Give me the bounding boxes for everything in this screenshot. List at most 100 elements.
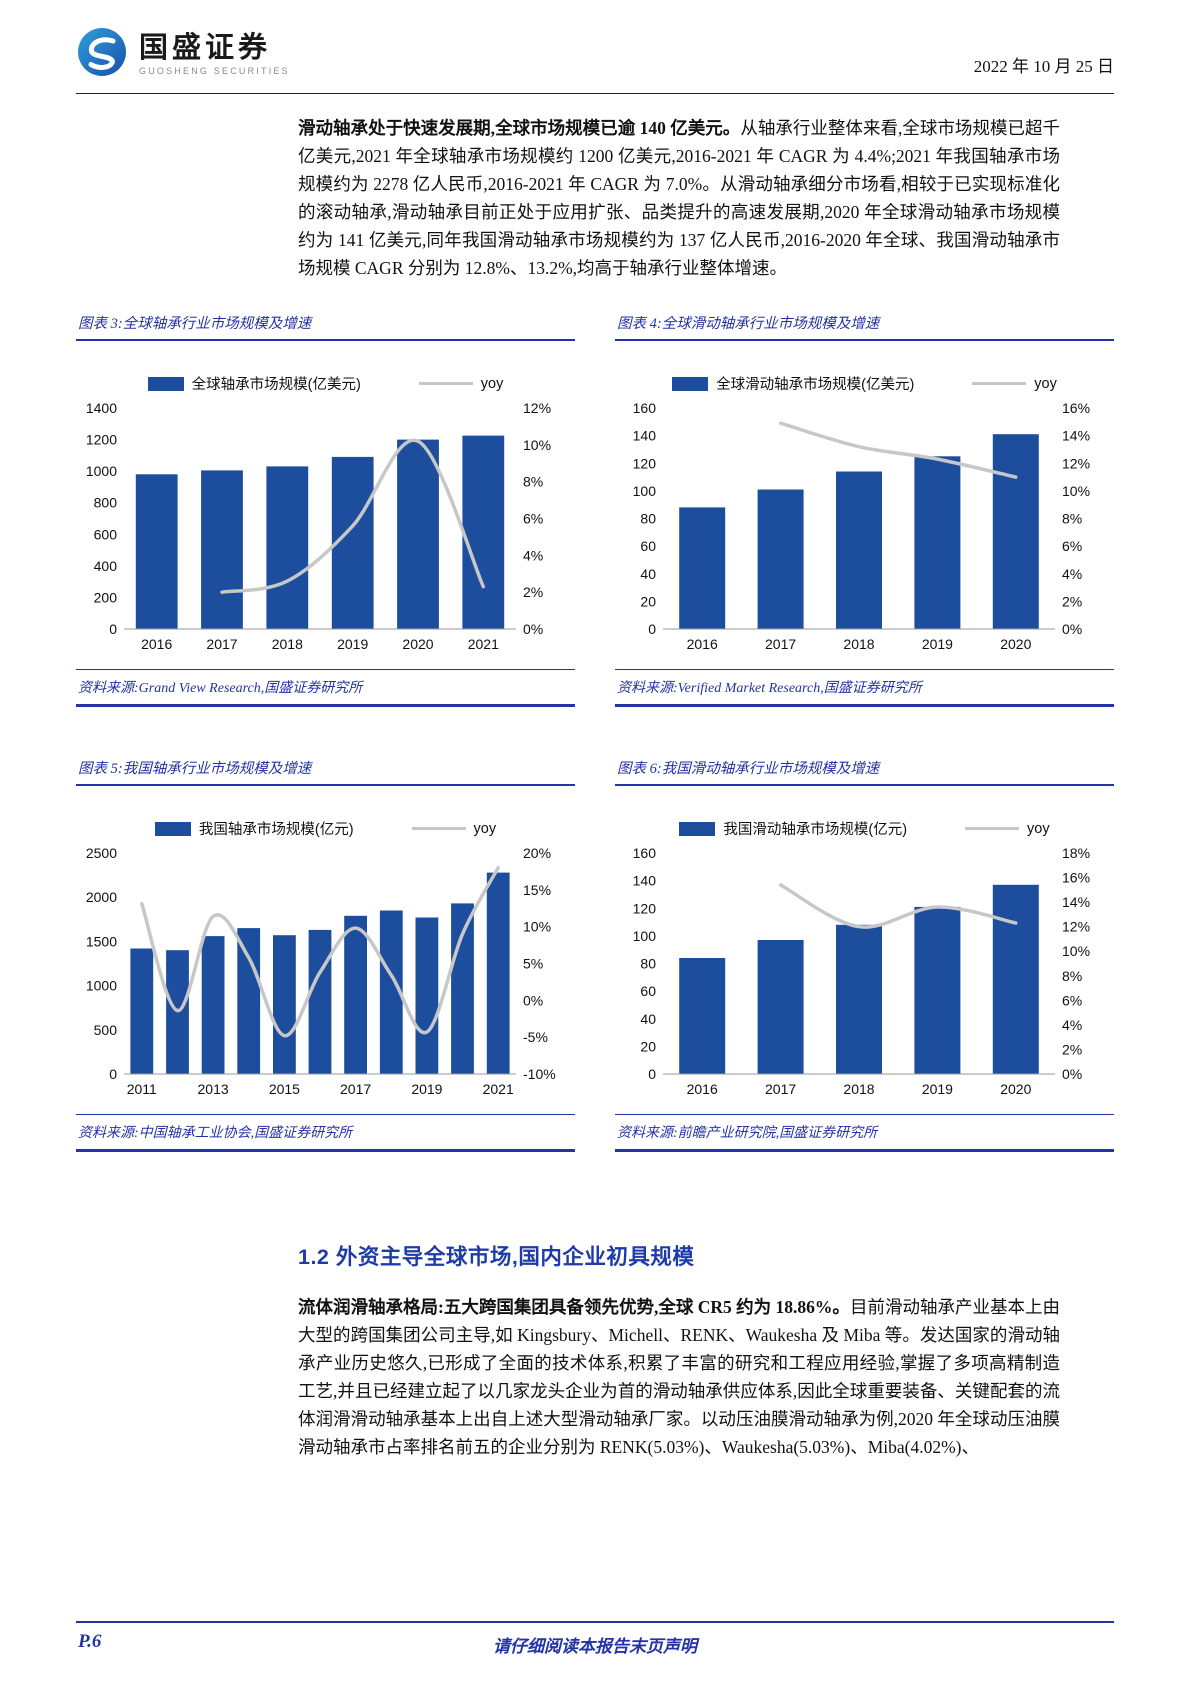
line-legend-label: yoy bbox=[1027, 820, 1050, 837]
right-axis-tick-label: 4% bbox=[523, 547, 543, 563]
figure-3-panel: 图表 3:全球轴承行业市场规模及增速 全球轴承市场规模(亿美元) yoy 0 20… bbox=[76, 312, 575, 707]
right-axis-tick-label: 4% bbox=[1062, 1017, 1082, 1033]
source-text: 资料来源:前瞻产业研究院,国盛证券研究所 bbox=[617, 1126, 878, 1141]
bar-line-chart-svg: 0 500 1000 1500 2000 2500 -10% -5% 0% 5% 10% 15% 20%… bbox=[86, 845, 556, 1097]
line-legend-swatch bbox=[418, 381, 473, 386]
figure-6-panel: 图表 6:我国滑动轴承行业市场规模及增速 我国滑动轴承市场规模(亿元) yoy … bbox=[615, 757, 1114, 1152]
right-axis-tick-label: 12% bbox=[1062, 919, 1090, 935]
bar bbox=[379, 910, 403, 1074]
right-axis-tick-label: -10% bbox=[523, 1066, 556, 1082]
figure-3-source: 资料来源:Grand View Research,国盛证券研究所 bbox=[76, 669, 575, 707]
left-axis-tick-label: 1200 bbox=[86, 432, 117, 448]
left-axis-tick-label: 2500 bbox=[86, 845, 117, 861]
x-axis-tick-label: 2019 bbox=[922, 1081, 953, 1097]
section-1-2-heading: 1.2 外资主导全球市场,国内企业初具规模 bbox=[298, 1245, 695, 1269]
left-axis-tick-label: 500 bbox=[94, 1022, 118, 1038]
left-axis-tick-label: 60 bbox=[640, 983, 656, 999]
figure-title-text: 图表 6:我国滑动轴承行业市场规模及增速 bbox=[617, 761, 880, 777]
legend-line-item: yoy bbox=[411, 821, 496, 837]
bar-legend-swatch bbox=[672, 376, 709, 391]
x-axis-tick-label: 2017 bbox=[765, 1081, 796, 1097]
right-axis-tick-label: 4% bbox=[1062, 566, 1082, 582]
left-axis-tick-label: 100 bbox=[633, 483, 657, 499]
bar-line-chart-svg: 0 200 400 600 800 1000 1200 1400 0% 2% 4% 6% 8% 10% 12… bbox=[86, 400, 551, 652]
figure-3-legend: 全球轴承市场规模(亿美元) yoy bbox=[76, 373, 575, 394]
right-axis-tick-label: 12% bbox=[523, 400, 551, 416]
bar bbox=[331, 456, 374, 629]
bar-legend-label: 全球轴承市场规模(亿美元) bbox=[191, 377, 361, 393]
right-axis-tick-label: 0% bbox=[523, 992, 543, 1008]
x-axis-tick-label: 2020 bbox=[1000, 636, 1031, 652]
intro-lead-bold: 滑动轴承处于快速发展期,全球市场规模已逾 140 亿美元。 bbox=[298, 118, 741, 138]
right-axis-tick-label: -5% bbox=[523, 1029, 548, 1045]
x-axis-tick-label: 2021 bbox=[483, 1081, 514, 1097]
figure-title-text: 图表 3:全球轴承行业市场规模及增速 bbox=[78, 316, 312, 332]
figure-4-chart: 0 20 40 60 80 100 120 140 160 0% 2% 4% 6% 8% 10% 12% 14%… bbox=[615, 398, 1114, 661]
section-1-2-paragraph: 流体润滑轴承格局:五大跨国集团具备领先优势,全球 CR5 约为 18.86%。目… bbox=[298, 1293, 1060, 1461]
left-axis-tick-label: 120 bbox=[633, 455, 657, 471]
x-axis-tick-label: 2020 bbox=[1000, 1081, 1031, 1097]
left-axis-tick-label: 120 bbox=[633, 900, 657, 916]
x-axis-tick-label: 2020 bbox=[402, 636, 433, 652]
right-axis-tick-label: 18% bbox=[1062, 845, 1090, 861]
left-axis-tick-label: 1400 bbox=[86, 400, 117, 416]
legend-bar-item: 全球滑动轴承市场规模(亿美元) bbox=[672, 373, 914, 394]
bar-legend-label: 我国滑动轴承市场规模(亿元) bbox=[723, 822, 908, 838]
figure-5-panel: 图表 5:我国轴承行业市场规模及增速 我国轴承市场规模(亿元) yoy 0 500… bbox=[76, 757, 575, 1152]
legend-bar-item: 我国轴承市场规模(亿元) bbox=[154, 818, 354, 839]
right-axis-tick-label: 8% bbox=[523, 474, 543, 490]
x-axis-tick-label: 2011 bbox=[127, 1081, 157, 1097]
right-axis-tick-label: 0% bbox=[1062, 1066, 1082, 1082]
bar bbox=[679, 507, 726, 629]
left-axis-tick-label: 20 bbox=[640, 1038, 656, 1054]
x-axis-tick-label: 2019 bbox=[922, 636, 953, 652]
right-axis-tick-label: 8% bbox=[1062, 511, 1082, 527]
footer-disclaimer: 请仔细阅读本报告末页声明 bbox=[493, 1637, 697, 1656]
legend-bar-item: 我国滑动轴承市场规模(亿元) bbox=[679, 818, 907, 839]
bar bbox=[679, 958, 726, 1074]
right-axis-tick-label: 2% bbox=[523, 584, 543, 600]
yoy-line bbox=[778, 421, 1018, 479]
left-axis-tick-label: 0 bbox=[109, 1066, 117, 1082]
x-axis-tick-label: 2017 bbox=[206, 636, 237, 652]
company-logo: 国盛证券 GUOSHENG SECURITIES bbox=[76, 26, 290, 83]
right-axis-tick-label: 6% bbox=[523, 511, 543, 527]
left-axis-tick-label: 1000 bbox=[86, 978, 117, 994]
legend-line-item: yoy bbox=[972, 376, 1057, 392]
x-axis-tick-label: 2013 bbox=[198, 1081, 229, 1097]
left-axis-tick-label: 0 bbox=[648, 1066, 656, 1082]
source-text: 资料来源:Verified Market Research,国盛证券研究所 bbox=[617, 681, 922, 696]
left-axis-tick-label: 40 bbox=[640, 566, 656, 582]
right-axis-tick-label: 10% bbox=[1062, 483, 1090, 499]
right-axis-tick-label: 6% bbox=[1062, 538, 1082, 554]
x-axis-tick-label: 2016 bbox=[687, 1081, 718, 1097]
bar bbox=[397, 439, 439, 629]
figure-4-legend: 全球滑动轴承市场规模(亿美元) yoy bbox=[615, 373, 1114, 394]
left-axis-tick-label: 140 bbox=[633, 873, 657, 889]
bar bbox=[130, 948, 154, 1074]
x-axis-tick-label: 2018 bbox=[272, 636, 303, 652]
figure-5-title: 图表 5:我国轴承行业市场规模及增速 bbox=[76, 757, 575, 786]
figures-grid: 图表 3:全球轴承行业市场规模及增速 全球轴承市场规模(亿美元) yoy 0 20… bbox=[76, 312, 1114, 1152]
bar-legend-label: 我国轴承市场规模(亿元) bbox=[198, 822, 354, 838]
left-axis-tick-label: 1000 bbox=[86, 463, 117, 479]
page-number: P.6 bbox=[78, 1631, 102, 1652]
page-header: 国盛证券 GUOSHENG SECURITIES 2022 年 10 月 25 … bbox=[76, 26, 1114, 94]
bar-legend-swatch bbox=[679, 821, 716, 836]
line-legend-swatch bbox=[972, 381, 1027, 386]
figure-6-source: 资料来源:前瞻产业研究院,国盛证券研究所 bbox=[615, 1114, 1114, 1152]
legend-line-item: yoy bbox=[418, 376, 503, 392]
left-axis-tick-label: 0 bbox=[109, 621, 117, 637]
right-axis-tick-label: 14% bbox=[1062, 894, 1090, 910]
left-axis-tick-label: 600 bbox=[94, 526, 118, 542]
yoy-line bbox=[220, 438, 486, 594]
left-axis-tick-label: 800 bbox=[94, 495, 118, 511]
bar-line-chart-svg: 0 20 40 60 80 100 120 140 160 0% 2% 4% 6% 8% 10% 12% 14%… bbox=[633, 845, 1090, 1097]
bar-legend-swatch bbox=[147, 376, 184, 391]
left-axis-tick-label: 80 bbox=[640, 956, 656, 972]
left-axis-tick-label: 80 bbox=[640, 511, 656, 527]
right-axis-tick-label: 10% bbox=[523, 437, 551, 453]
right-axis-tick-label: 10% bbox=[1062, 943, 1090, 959]
bar bbox=[451, 903, 474, 1074]
